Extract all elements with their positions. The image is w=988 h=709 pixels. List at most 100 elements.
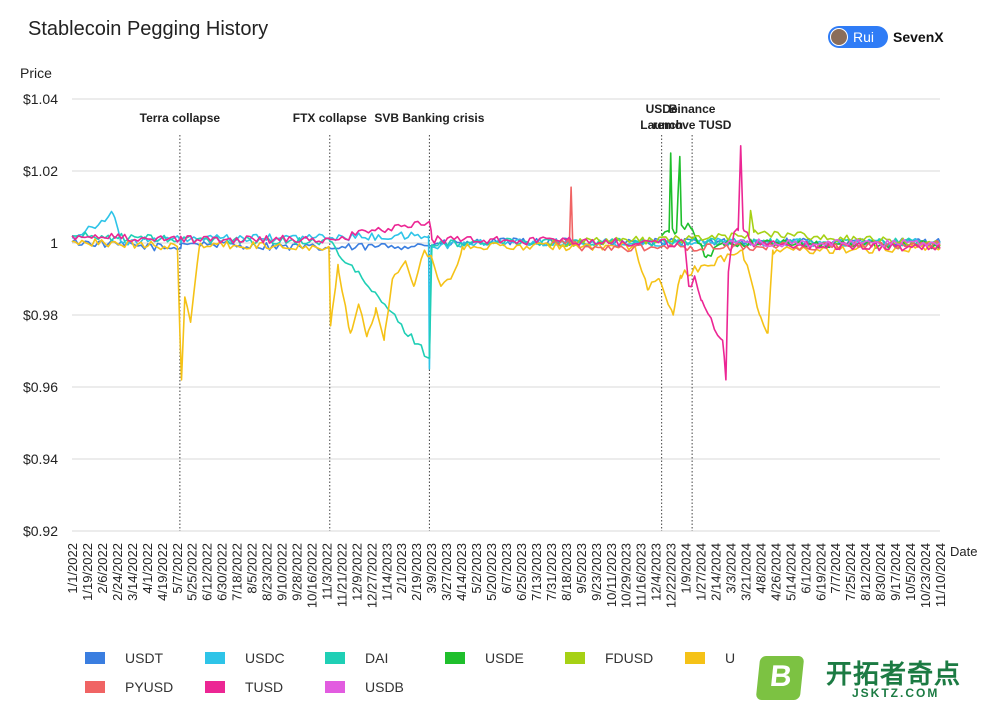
x-tick-label: 6/25/2023 <box>514 543 529 601</box>
legend-swatch <box>85 681 105 693</box>
legend-swatch <box>445 652 465 664</box>
user-name: Rui <box>853 29 875 45</box>
legend-swatch <box>205 681 225 693</box>
x-tick-label: 9/5/2023 <box>574 543 589 594</box>
series-line-usdb <box>722 238 941 248</box>
x-tick-label: 5/14/2024 <box>783 543 798 601</box>
watermark-icon: B <box>755 656 805 700</box>
x-tick-label: 5/2/2023 <box>469 543 484 594</box>
x-tick-label: 7/31/2023 <box>544 543 559 601</box>
series-line-usdc <box>71 210 941 370</box>
legend-swatch <box>205 652 225 664</box>
legend-label: PYUSD <box>125 679 173 695</box>
x-tick-label: 7/18/2022 <box>230 543 245 601</box>
x-tick-label: 3/9/2023 <box>424 543 439 594</box>
legend-swatch <box>325 681 345 693</box>
legend-label: USDB <box>365 679 404 695</box>
legend-label: FDUSD <box>605 650 653 666</box>
avatar <box>830 28 848 46</box>
legend-label: U <box>725 650 735 666</box>
x-tick-label: 7/25/2024 <box>843 543 858 601</box>
x-tick-label: 11/3/2022 <box>319 543 334 600</box>
x-tick-label: 11/21/2022 <box>334 543 349 607</box>
x-tick-label: 5/25/2022 <box>185 543 200 601</box>
x-tick-label: 12/9/2022 <box>349 543 364 601</box>
x-tick-label: 9/10/2022 <box>275 543 290 601</box>
event-label: FTX collapse <box>293 111 367 125</box>
series-line-tusd <box>71 145 941 381</box>
chart-title: Stablecoin Pegging History <box>28 18 269 40</box>
x-tick-label: 12/4/2023 <box>649 543 664 601</box>
x-tick-label: 10/11/2023 <box>604 543 619 607</box>
x-tick-label: 1/27/2024 <box>694 543 709 601</box>
x-tick-label: 8/23/2022 <box>260 543 275 601</box>
event-label: Launch <box>640 118 683 132</box>
legend-swatch <box>685 652 705 664</box>
x-tick-label: 3/14/2022 <box>125 543 140 601</box>
x-tick-label: 6/12/2022 <box>200 543 215 601</box>
watermark-text: 开拓者奇点 <box>826 660 962 690</box>
legend-label: USDC <box>245 650 285 666</box>
legend-swatch <box>565 652 585 664</box>
x-tick-label: 10/16/2022 <box>304 543 319 608</box>
x-tick-label: 9/28/2022 <box>290 543 305 601</box>
x-tick-label: 8/12/2024 <box>858 543 873 601</box>
x-tick-label: 11/10/2024 <box>933 543 948 607</box>
y-tick-label: $1.02 <box>23 163 58 179</box>
x-tick-label: 9/23/2023 <box>589 543 604 601</box>
x-tick-label: 6/1/2024 <box>798 543 813 594</box>
user-badge[interactable]: Rui <box>828 26 888 48</box>
y-tick-label: $0.92 <box>23 523 58 539</box>
x-tick-label: 10/23/2024 <box>918 543 933 608</box>
y-tick-label: $0.94 <box>23 451 58 467</box>
event-label: USDe <box>646 102 678 116</box>
x-tick-label: 1/1/2022 <box>65 543 80 594</box>
x-tick-label: 4/26/2024 <box>768 543 783 601</box>
x-tick-label: 12/22/2023 <box>664 543 679 608</box>
x-tick-label: 4/14/2023 <box>454 543 469 601</box>
event-label: Terra collapse <box>140 111 221 125</box>
x-tick-label: 3/3/2024 <box>724 543 739 594</box>
x-tick-label: 4/8/2024 <box>753 543 768 594</box>
x-tick-label: 12/27/2022 <box>364 543 379 608</box>
series-line-u <box>71 238 941 381</box>
x-tick-label: 10/5/2024 <box>903 543 918 601</box>
x-tick-label: 2/1/2023 <box>394 543 409 594</box>
x-axis-label: Date <box>950 544 977 559</box>
x-tick-label: 7/7/2024 <box>828 543 843 594</box>
x-tick-label: 1/19/2022 <box>80 543 95 601</box>
x-tick-label: 2/6/2022 <box>95 543 110 594</box>
x-tick-label: 6/7/2023 <box>499 543 514 594</box>
legend-swatch <box>85 652 105 664</box>
watermark-url: JSKTZ.COM <box>852 686 940 700</box>
watermark-letter: B <box>768 660 794 693</box>
brand-name: SevenX <box>893 29 944 45</box>
watermark-logo: B 开拓者奇点 JSKTZ.COM <box>748 652 988 709</box>
x-tick-label: 2/19/2023 <box>409 543 424 601</box>
x-tick-label: 3/21/2024 <box>738 543 753 601</box>
event-label: SVB Banking crisis <box>374 111 484 125</box>
x-tick-label: 1/14/2023 <box>379 543 394 601</box>
y-axis-label: Price <box>20 65 52 81</box>
y-tick-label: $1.04 <box>23 91 58 107</box>
legend-label: DAI <box>365 650 388 666</box>
x-tick-label: 9/17/2024 <box>888 543 903 601</box>
x-tick-label: 6/30/2022 <box>215 543 230 601</box>
x-tick-label: 11/16/2023 <box>634 543 649 607</box>
x-tick-label: 10/29/2023 <box>619 543 634 608</box>
event-label: Binance <box>669 102 716 116</box>
x-tick-label: 8/30/2024 <box>873 543 888 601</box>
x-tick-label: 1/9/2024 <box>679 543 694 594</box>
x-tick-label: 5/7/2022 <box>170 543 185 594</box>
x-tick-label: 3/27/2023 <box>439 543 454 601</box>
x-tick-label: 5/20/2023 <box>484 543 499 601</box>
x-tick-label: 4/19/2022 <box>155 543 170 601</box>
x-tick-label: 4/1/2022 <box>140 543 155 594</box>
x-tick-label: 2/14/2024 <box>709 543 724 601</box>
x-tick-label: 8/5/2022 <box>245 543 260 594</box>
event-label: remove TUSD <box>653 118 732 132</box>
x-tick-label: 2/24/2022 <box>110 543 125 601</box>
legend-label: USDE <box>485 650 524 666</box>
x-tick-label: 8/18/2023 <box>559 543 574 601</box>
